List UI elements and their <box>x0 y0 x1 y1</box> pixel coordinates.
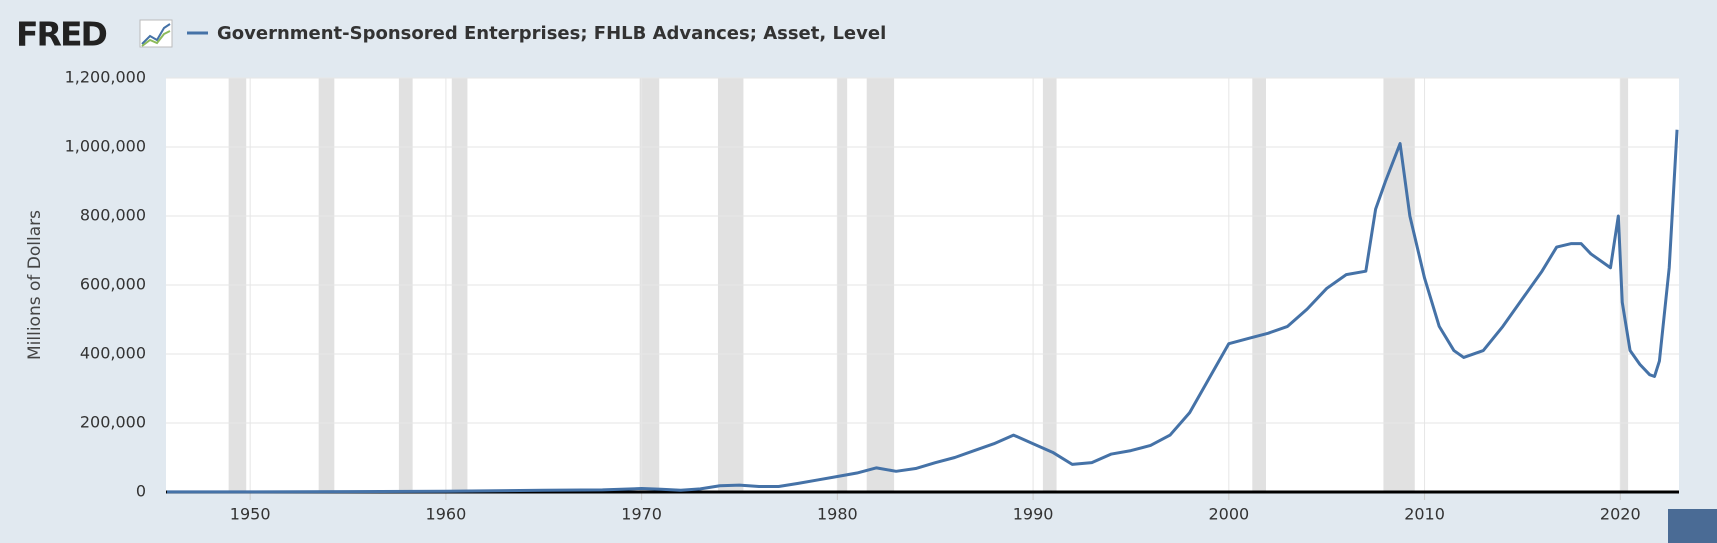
data-line <box>166 129 1679 494</box>
corner-button[interactable] <box>1668 509 1717 543</box>
logo: FRED <box>16 15 106 54</box>
y-tick-label: 200,000 <box>80 413 146 432</box>
x-tick-label: 1980 <box>817 505 858 524</box>
y-tick-label: 800,000 <box>80 206 146 225</box>
x-tick-label: 1960 <box>426 505 467 524</box>
x-tick-label: 2000 <box>1208 505 1249 524</box>
y-tick-label: 600,000 <box>80 275 146 294</box>
x-tick-label: 2010 <box>1404 505 1445 524</box>
y-tick-label: 0 <box>136 482 146 501</box>
x-tick-label: 1970 <box>621 505 662 524</box>
x-tick-label: 1990 <box>1013 505 1054 524</box>
y-tick-label: 1,000,000 <box>65 137 146 156</box>
logo-icon <box>139 19 173 48</box>
y-tick-label: 400,000 <box>80 344 146 363</box>
y-axis-title: Millions of Dollars <box>25 210 45 360</box>
legend-label: Government-Sponsored Enterprises; FHLB A… <box>217 23 886 44</box>
y-tick-label: 1,200,000 <box>65 68 146 87</box>
x-tick-label: 1950 <box>230 505 271 524</box>
x-tick-label: 2020 <box>1600 505 1641 524</box>
